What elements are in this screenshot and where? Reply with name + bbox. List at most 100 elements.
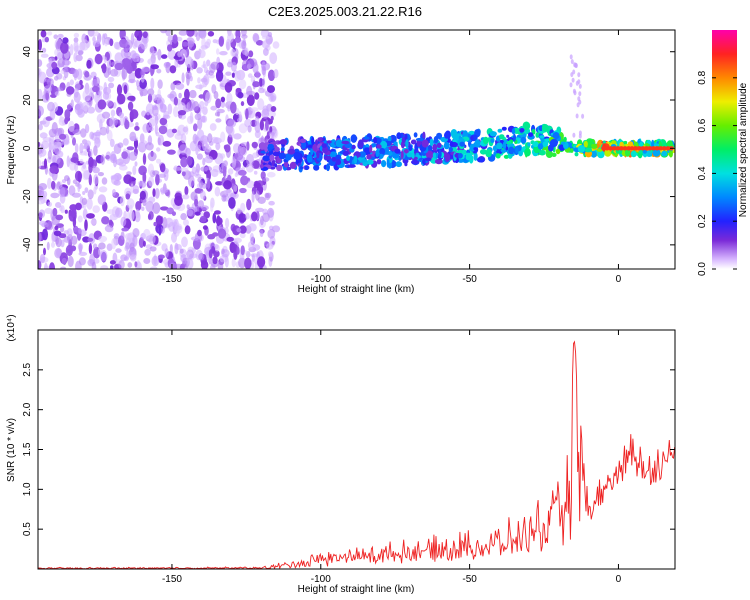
ridge-blob [506, 134, 510, 138]
ridge-blob [551, 152, 557, 157]
noise-blob [125, 41, 130, 52]
ridge-core [622, 146, 628, 151]
noise-blob [264, 193, 271, 201]
noise-blob [186, 249, 194, 260]
ridge-blob [479, 149, 487, 155]
noise-blob [129, 109, 139, 120]
noise-blob [142, 123, 150, 133]
noise-blob [215, 98, 222, 109]
noise-blob [171, 128, 177, 134]
noise-blob [55, 202, 62, 208]
noise-blob [157, 134, 164, 146]
noise-blob [267, 171, 276, 178]
noise-blob [80, 128, 87, 138]
noise-blob [52, 207, 58, 217]
noise-blob [159, 163, 166, 173]
noise-blob [241, 30, 247, 37]
ridge-blob [570, 148, 574, 153]
ridge-blob [404, 161, 408, 167]
noise-blob [131, 52, 140, 63]
noise-blob [246, 180, 255, 189]
noise-blob [56, 73, 63, 80]
ridge-blob [457, 153, 463, 159]
noise-blob [38, 88, 41, 100]
ridge-blob [353, 155, 358, 164]
ridge-blob [366, 154, 372, 160]
ridge-blob [473, 152, 478, 161]
noise-blob [136, 79, 140, 88]
ridge-blob [311, 136, 315, 146]
noise-blob [79, 158, 84, 164]
noise-blob [73, 37, 79, 43]
noise-blob [91, 78, 99, 88]
noise-blob [52, 154, 61, 165]
noise-blob [121, 151, 128, 160]
colorbar-tick-label: 0.0 [697, 262, 708, 276]
noise-blob [160, 104, 167, 113]
ridge-core [604, 146, 610, 151]
noise-blob [221, 248, 225, 255]
ridge-blob [490, 138, 495, 143]
noise-blob [116, 84, 123, 96]
noise-blob [138, 237, 145, 248]
noise-blob [138, 180, 147, 188]
ridge-blob [438, 149, 442, 159]
noise-blob [237, 169, 247, 176]
noise-blob [198, 180, 204, 189]
noise-blob [111, 174, 120, 185]
noise-blob [130, 254, 137, 262]
x-tick-label: 0 [616, 574, 622, 585]
ridge-blob [624, 148, 631, 157]
ridge-blob [520, 136, 527, 144]
colorbar-label: Normalized spectral amplitude [738, 82, 749, 217]
ridge-core [601, 146, 606, 151]
spectrogram-y-label: Frequency (Hz) [6, 116, 17, 185]
ridge-blob [651, 139, 655, 148]
ridge-blob [450, 129, 458, 138]
ridge-blob [444, 131, 450, 139]
noise-blob [77, 243, 84, 251]
noise-blob [225, 217, 230, 229]
noise-blob [51, 241, 55, 248]
noise-blob [84, 219, 88, 232]
noise-blob [253, 170, 258, 175]
noise-blob [262, 77, 266, 87]
ridge-blob [432, 143, 438, 151]
noise-blob [207, 133, 213, 144]
noise-blob [159, 206, 169, 211]
noise-blob [204, 155, 214, 164]
x-tick-label: -100 [311, 274, 331, 285]
noise-blob [158, 173, 167, 178]
noise-blob [97, 172, 104, 177]
ridge-blob [577, 145, 586, 153]
noise-blob [118, 161, 127, 167]
noise-blob [88, 174, 93, 186]
noise-blob [126, 249, 130, 260]
noise-blob [140, 74, 145, 83]
colorbar-tick-label: 0.6 [697, 118, 708, 132]
noise-blob [60, 41, 69, 54]
noise-blob [239, 225, 247, 234]
noise-blob [255, 70, 261, 79]
noise-blob [142, 31, 148, 39]
ridge-blob [264, 145, 268, 153]
noise-blob [197, 144, 201, 152]
noise-blob [168, 262, 178, 269]
y-tick-label: -40 [22, 237, 33, 252]
ridge-blob [373, 136, 378, 144]
noise-blob [273, 68, 279, 79]
noise-blob [103, 82, 108, 94]
noise-blob [186, 209, 194, 217]
noise-blob [227, 119, 237, 128]
noise-blob [161, 54, 168, 59]
noise-blob [103, 56, 108, 64]
noise-blob [165, 61, 171, 74]
ridge-blob [410, 139, 417, 145]
noise-blob [245, 212, 250, 220]
streak-blob [572, 88, 576, 94]
noise-blob [148, 196, 156, 203]
ridge-blob [668, 150, 673, 158]
ridge-blob [421, 139, 429, 148]
noise-blob [252, 152, 259, 159]
noise-blob [73, 70, 78, 81]
